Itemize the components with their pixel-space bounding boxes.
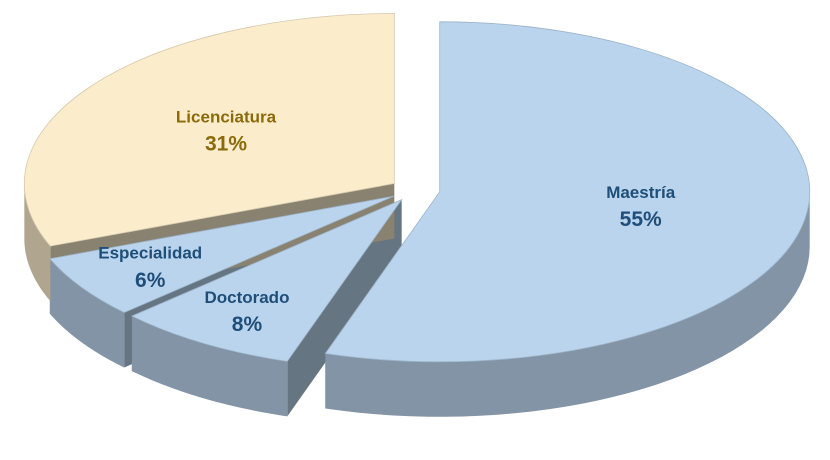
slice-side — [131, 316, 288, 417]
slice-side — [24, 183, 51, 302]
slice-label-name: Maestría — [606, 183, 676, 202]
slice-label-name: Especialidad — [98, 244, 202, 263]
slice — [23, 13, 395, 247]
slice — [130, 198, 403, 362]
slice-labels: Maestría 55% Doctorado 8% Especialidad 6% Lice… — [98, 107, 675, 336]
slice-label-value: 31% — [205, 133, 247, 156]
slice-tops — [23, 13, 811, 363]
slice-label-name: Doctorado — [204, 288, 289, 307]
slice-label-value: 55% — [620, 208, 662, 231]
slice-side — [49, 258, 125, 368]
slice — [324, 21, 811, 363]
slice-label-value: 8% — [232, 313, 263, 336]
slice-label-name: Licenciatura — [176, 107, 277, 126]
slice-label-value: 6% — [135, 269, 166, 292]
slice — [49, 195, 395, 313]
slice-side — [325, 191, 810, 417]
